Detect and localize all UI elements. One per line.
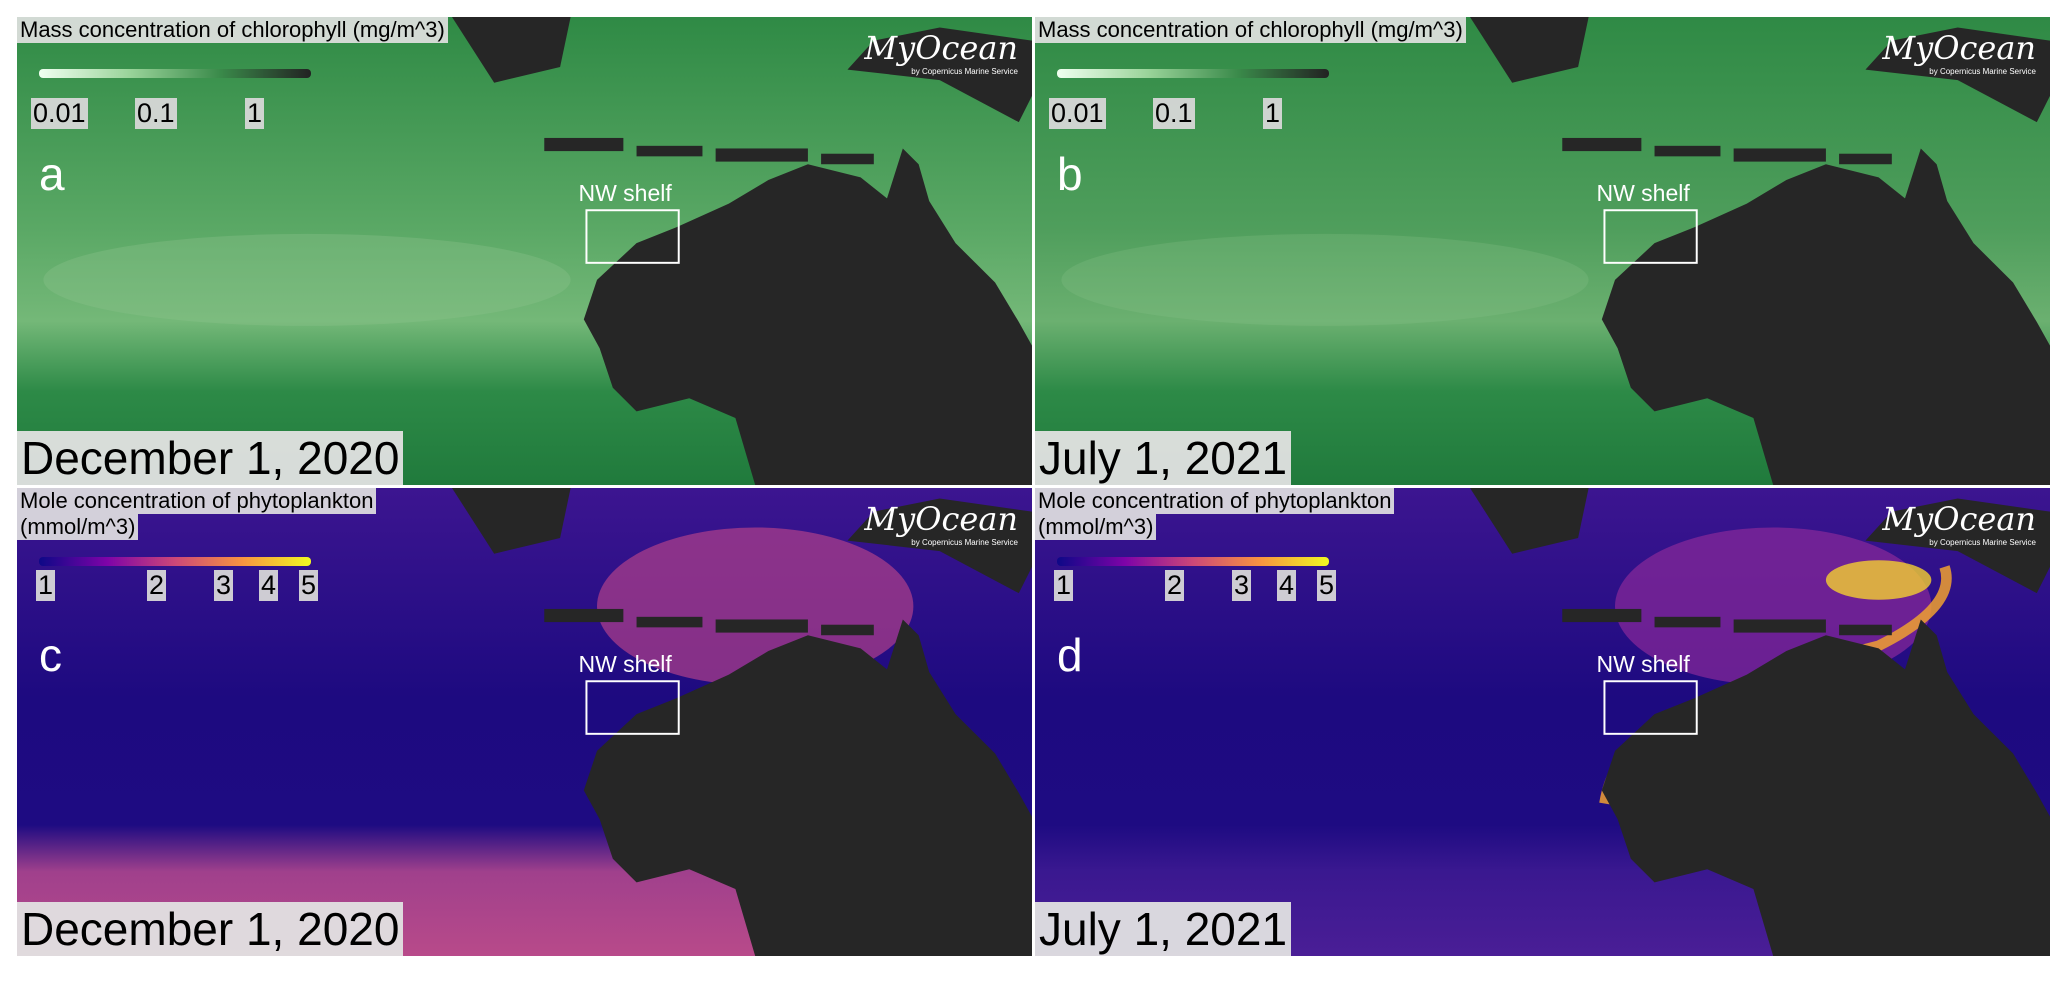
map: [17, 488, 1032, 956]
colorbar-title: Mass concentration of chlorophyll (mg/m^…: [1035, 17, 1466, 43]
island: [544, 137, 624, 152]
colorbar-tick-label: 1: [1054, 570, 1074, 601]
logo-sub: by Copernicus Marine Service: [911, 538, 1018, 547]
title-line: Mole concentration of phytoplankton: [1035, 488, 1395, 514]
title-line: Mass concentration of chlorophyll (mg/m^…: [17, 17, 448, 43]
logo: MyOcean by Copernicus Marine Service: [1882, 500, 2036, 547]
title-line: (mmol/m^3): [17, 514, 139, 540]
colorbar-tick-label: 0.01: [1049, 98, 1106, 129]
colorbar-tick-label: 3: [214, 570, 234, 601]
colorbar-tick-label: 1: [245, 98, 265, 129]
land: [1865, 27, 2050, 123]
logo-name: MyOcean: [1882, 29, 2036, 67]
region-box: [1603, 680, 1698, 735]
land: [1470, 17, 1589, 83]
land: [1865, 498, 2050, 594]
map: [17, 17, 1032, 485]
island: [544, 608, 624, 623]
texture: [1061, 233, 1589, 326]
bloom: [1825, 560, 1932, 600]
logo-name: MyOcean: [864, 29, 1018, 67]
island: [715, 148, 808, 162]
region-box: [585, 209, 680, 264]
panel-letter: b: [1057, 148, 1083, 200]
date-label: December 1, 2020: [17, 902, 404, 956]
colorbar-tick-label: 3: [1232, 570, 1252, 601]
panel-letter: a: [39, 148, 65, 200]
colorbar: [39, 69, 311, 78]
land: [452, 488, 571, 554]
island: [1562, 137, 1642, 152]
logo-sub: by Copernicus Marine Service: [1929, 538, 2036, 547]
logo-sub: by Copernicus Marine Service: [911, 67, 1018, 76]
colorbar-tick-label: 1: [36, 570, 56, 601]
date-label: December 1, 2020: [17, 431, 404, 485]
logo: MyOcean by Copernicus Marine Service: [864, 500, 1018, 547]
island: [821, 153, 874, 165]
land: [1470, 488, 1589, 554]
logo-name: MyOcean: [1882, 500, 2036, 538]
land: [1601, 619, 2050, 956]
colorbar-tick-label: 5: [299, 570, 319, 601]
colorbar-tick-label: 5: [1317, 570, 1337, 601]
land: [847, 27, 1032, 123]
colorbar-tick-label: 0.01: [31, 98, 88, 129]
title-line: Mass concentration of chlorophyll (mg/m^…: [1035, 17, 1466, 43]
map-panel: Mass concentration of chlorophyll (mg/m^…: [17, 17, 1032, 485]
texture: [43, 233, 571, 326]
title-line: Mole concentration of phytoplankton: [17, 488, 377, 514]
island: [1839, 153, 1892, 165]
island: [821, 624, 874, 636]
colorbar: [39, 557, 311, 566]
island: [1562, 608, 1642, 623]
logo-name: MyOcean: [864, 500, 1018, 538]
region-box: [1603, 209, 1698, 264]
region-label: NW shelf: [578, 180, 672, 207]
land: [583, 148, 1032, 485]
colorbar-tick-label: 4: [259, 570, 279, 601]
island: [1654, 145, 1721, 157]
date-label: July 1, 2021: [1035, 902, 1292, 956]
colorbar-tick-label: 1: [1263, 98, 1283, 129]
region-box: [585, 680, 680, 735]
colorbar-tick-label: 0.1: [135, 98, 177, 129]
logo-sub: by Copernicus Marine Service: [1929, 67, 2036, 76]
island: [715, 619, 808, 633]
colorbar-tick-label: 4: [1277, 570, 1297, 601]
colorbar-tick-label: 2: [147, 570, 167, 601]
map-panel: Mole concentration of phytoplankton (mmol…: [17, 488, 1032, 956]
island: [636, 145, 703, 157]
region-label: NW shelf: [1596, 180, 1690, 207]
map: [1035, 17, 2050, 485]
land: [583, 619, 1032, 956]
land: [847, 498, 1032, 594]
colorbar: [1057, 557, 1329, 566]
colorbar-title: Mole concentration of phytoplankton (mmol…: [1035, 488, 1395, 540]
panel-letter: c: [39, 629, 62, 681]
logo: MyOcean by Copernicus Marine Service: [864, 29, 1018, 76]
island: [1839, 624, 1892, 636]
map: [1035, 488, 2050, 956]
title-line: (mmol/m^3): [1035, 514, 1157, 540]
land: [1601, 148, 2050, 485]
colorbar-tick-label: 0.1: [1153, 98, 1195, 129]
map-panel: Mass concentration of chlorophyll (mg/m^…: [1035, 17, 2050, 485]
colorbar-title: Mole concentration of phytoplankton (mmol…: [17, 488, 377, 540]
region-label: NW shelf: [1596, 651, 1690, 678]
island: [1654, 616, 1721, 628]
region-label: NW shelf: [578, 651, 672, 678]
island: [1733, 148, 1826, 162]
panel-letter: d: [1057, 629, 1083, 681]
map-panel: Mole concentration of phytoplankton (mmol…: [1035, 488, 2050, 956]
colorbar: [1057, 69, 1329, 78]
date-label: July 1, 2021: [1035, 431, 1292, 485]
colorbar-tick-label: 2: [1165, 570, 1185, 601]
land: [452, 17, 571, 83]
island: [1733, 619, 1826, 633]
island: [636, 616, 703, 628]
logo: MyOcean by Copernicus Marine Service: [1882, 29, 2036, 76]
colorbar-title: Mass concentration of chlorophyll (mg/m^…: [17, 17, 448, 43]
